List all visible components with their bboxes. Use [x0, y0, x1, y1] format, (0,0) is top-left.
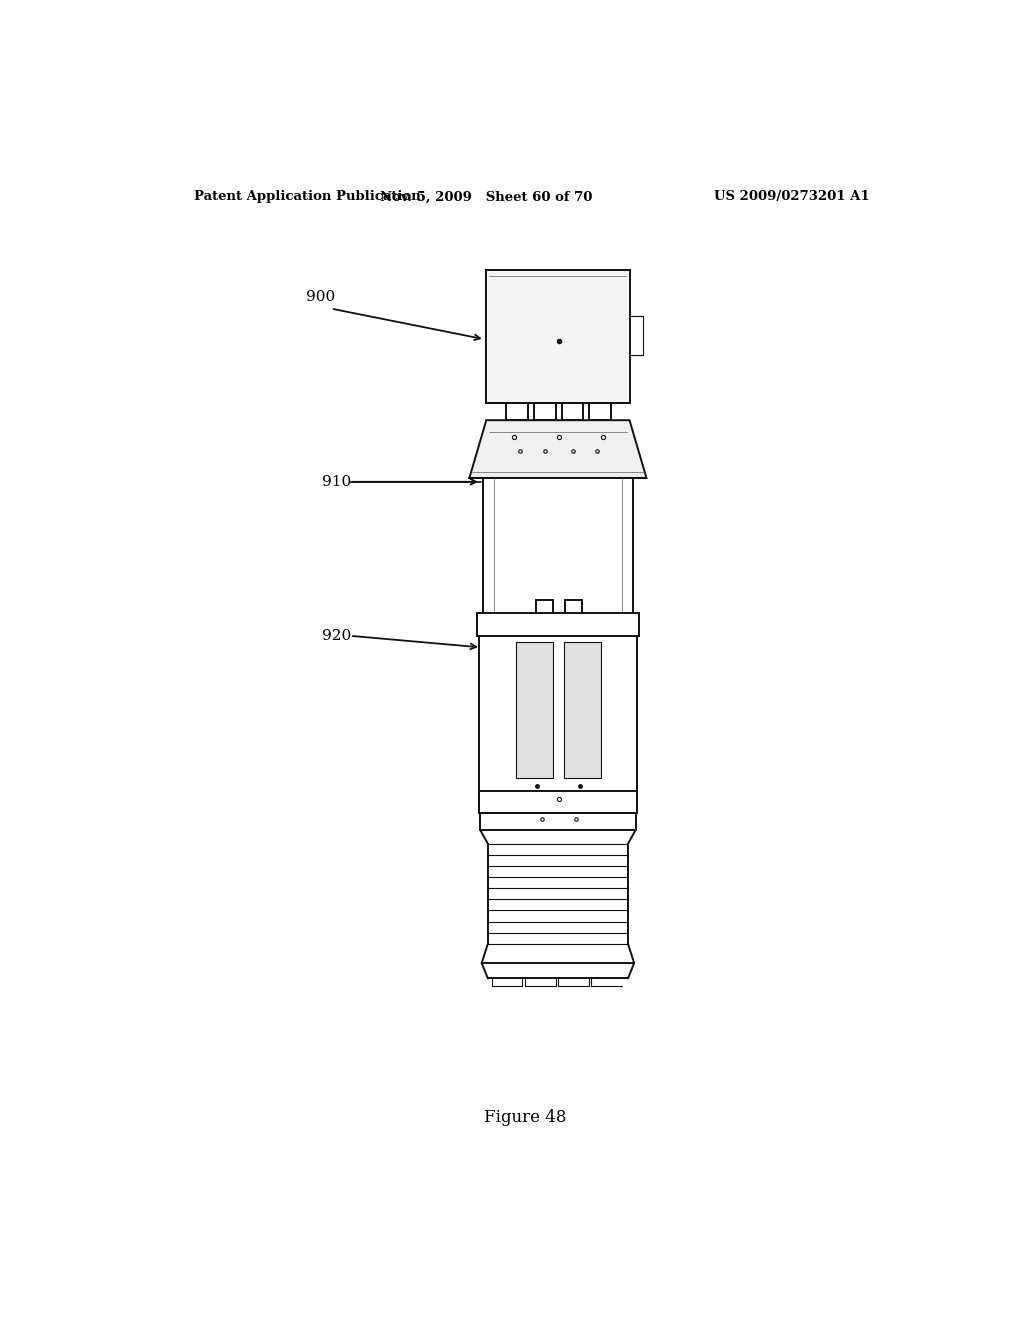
Text: 920: 920 [322, 628, 351, 643]
Text: Patent Application Publication: Patent Application Publication [194, 190, 421, 203]
Polygon shape [486, 271, 630, 404]
Polygon shape [469, 420, 646, 478]
Text: Figure 48: Figure 48 [483, 1109, 566, 1126]
Text: 910: 910 [322, 475, 351, 488]
Text: 900: 900 [306, 290, 336, 304]
Polygon shape [516, 642, 553, 779]
Polygon shape [564, 642, 601, 779]
Text: US 2009/0273201 A1: US 2009/0273201 A1 [714, 190, 869, 203]
Text: Nov. 5, 2009   Sheet 60 of 70: Nov. 5, 2009 Sheet 60 of 70 [380, 190, 593, 203]
